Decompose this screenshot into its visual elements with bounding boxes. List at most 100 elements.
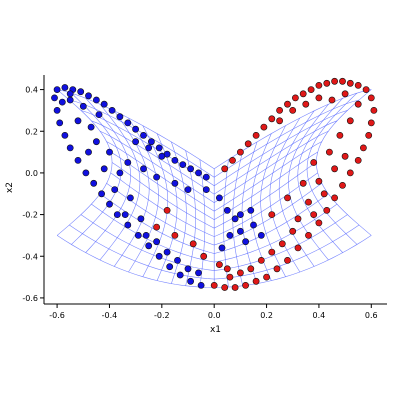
mesh-curve [111, 162, 317, 229]
data-point [53, 107, 61, 114]
data-point [315, 82, 323, 89]
axes: -0.6 -0.4 -0.2 0.0 0.2 0.4 0.6 -0.6 -0.4 -0.2 0.0… [5, 75, 387, 335]
data-point [189, 240, 197, 248]
data-point [250, 221, 257, 229]
points-layer [51, 77, 378, 291]
data-point [236, 148, 244, 156]
data-point [134, 231, 142, 239]
data-point [268, 248, 276, 256]
data-point [202, 186, 210, 193]
data-point [289, 227, 297, 235]
data-point [158, 152, 166, 160]
data-point [346, 169, 354, 177]
data-point [166, 263, 174, 271]
data-point [77, 88, 85, 96]
data-point [223, 206, 231, 214]
data-point [145, 144, 153, 152]
data-point [310, 211, 318, 218]
data-point [315, 219, 323, 227]
data-point [320, 190, 328, 198]
data-point [56, 119, 64, 127]
data-point [354, 82, 362, 89]
data-point [82, 169, 90, 177]
data-point [163, 206, 171, 214]
data-point [252, 277, 260, 285]
data-point [140, 131, 147, 139]
data-point [257, 256, 265, 264]
data-point [331, 77, 338, 85]
data-point [367, 119, 375, 127]
data-point [202, 173, 210, 181]
data-point [140, 165, 147, 173]
y-axis-label: x2 [5, 182, 15, 193]
data-point [346, 79, 354, 87]
x-tick-label: -0.6 [49, 311, 65, 320]
data-point [215, 261, 223, 268]
data-point [155, 144, 163, 152]
data-point [284, 256, 291, 264]
data-point [195, 169, 202, 177]
series-1 [153, 77, 378, 291]
data-point [257, 231, 265, 239]
data-point [299, 179, 307, 187]
data-point [95, 111, 103, 118]
data-point [244, 140, 252, 148]
data-point [116, 169, 124, 177]
data-point [339, 181, 346, 189]
data-point [315, 94, 323, 102]
mesh-curve [106, 183, 322, 246]
data-point [221, 165, 229, 173]
data-point [106, 148, 113, 156]
data-point [341, 90, 349, 98]
mesh-curve [99, 130, 329, 204]
data-point [111, 186, 119, 193]
data-point [284, 194, 291, 202]
data-point [331, 194, 338, 202]
data-point [106, 200, 113, 208]
x-axis-ticks: -0.6 -0.4 -0.2 0.0 0.2 0.4 0.6 [49, 304, 378, 320]
data-point [231, 284, 239, 291]
data-point [176, 271, 184, 279]
data-point [359, 144, 367, 152]
data-point [346, 117, 354, 125]
data-point [113, 211, 121, 218]
data-point [302, 100, 310, 108]
x-tick-label: -0.4 [102, 311, 118, 320]
mesh-curve [110, 151, 318, 220]
data-point [289, 107, 297, 114]
mesh-curve [106, 141, 322, 212]
data-point [247, 206, 255, 214]
data-point [310, 159, 318, 166]
data-point [153, 173, 160, 181]
data-point [171, 231, 179, 239]
data-point [325, 148, 333, 156]
data-point [61, 131, 69, 139]
data-point [226, 231, 234, 239]
data-point [223, 265, 231, 273]
data-point [268, 115, 276, 123]
x-tick-label: 0.6 [365, 311, 378, 320]
data-point [354, 156, 362, 164]
data-point [121, 211, 129, 218]
y-tick-label: 0.0 [25, 169, 38, 178]
data-point [354, 100, 362, 108]
data-point [242, 238, 249, 246]
data-point [187, 277, 194, 285]
y-tick-label: -0.6 [22, 294, 38, 303]
data-point [66, 144, 74, 152]
data-point [108, 107, 116, 114]
y-tick-label: -0.2 [22, 211, 38, 220]
data-point [362, 86, 370, 93]
data-point [58, 98, 66, 106]
data-point [100, 100, 108, 108]
x-tick-label: 0.4 [313, 311, 326, 320]
data-point [315, 177, 323, 185]
data-point [218, 244, 226, 252]
data-point [367, 94, 375, 102]
data-point [268, 211, 276, 218]
data-point [195, 269, 202, 277]
data-point [294, 244, 302, 252]
data-point [231, 215, 239, 223]
data-point [305, 198, 312, 206]
